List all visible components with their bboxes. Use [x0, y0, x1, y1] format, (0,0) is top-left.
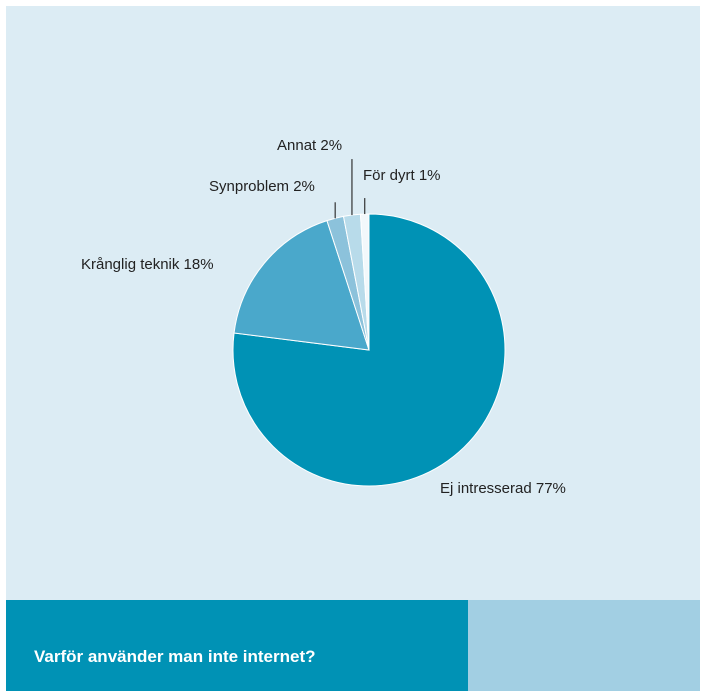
footer-accent-block — [468, 600, 700, 691]
slice-label-kranglig-teknik: Krånglig teknik 18% — [81, 256, 214, 273]
leader-lines — [334, 159, 366, 219]
chart-title: Varför använder man inte internet? — [34, 647, 316, 666]
slice-label-annat: Annat 2% — [277, 137, 342, 154]
chart-title-bar: Varför använder man inte internet? — [6, 600, 468, 691]
pie-slices — [232, 213, 506, 487]
slice-label-synproblem: Synproblem 2% — [209, 178, 315, 195]
slice-label-ej-intresserad: Ej intresserad 77% — [440, 480, 566, 497]
pie-slice-1 — [233, 220, 370, 351]
slice-label-for-dyrt: För dyrt 1% — [363, 167, 441, 184]
